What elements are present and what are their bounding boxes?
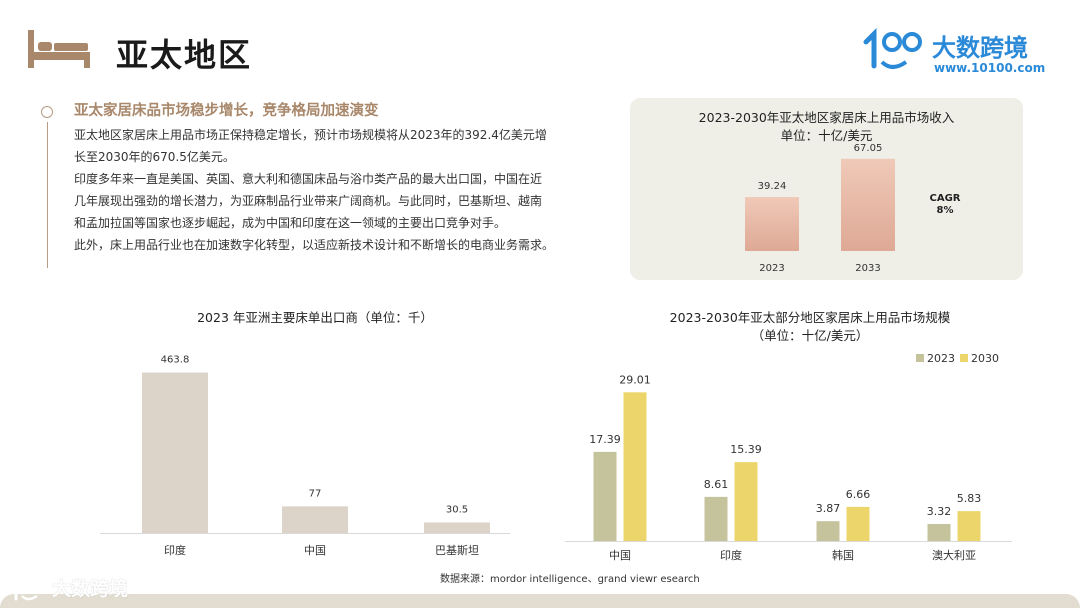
exporters-chart: 463.8 印度 77 中国 30.5 巴基斯坦 [100,355,510,557]
revenue-chart-title: 2023-2030年亚太地区家居床上用品市场收入 单位：十亿/美元 [630,109,1023,145]
exporter-bar [282,506,348,533]
revenue-chart-title-line-1: 2023-2030年亚太地区家居床上用品市场收入 [698,110,955,125]
market-size-bar [734,462,758,541]
paragraph-1-line-2: 长至2030年的670.5亿美元。 [74,150,235,164]
market-size-bar [846,506,870,541]
market-size-value-label: 8.61 [704,478,729,491]
logo-icon [862,27,930,76]
exporter-bar [142,372,208,533]
logo-url: www.10100.com [934,61,1046,75]
legend-label: 2030 [971,352,999,365]
bullet-circle [41,106,53,118]
market-size-value-label: 29.01 [619,373,651,386]
exporters-chart-title: 2023 年亚洲主要床单出口商（单位：千） [197,310,433,325]
section-heading: 亚太家居床品市场稳步增长，竞争格局加速演变 [74,103,379,119]
revenue-chart-title-line-2: 单位：十亿/美元 [780,128,873,143]
market-size-value-label: 5.83 [957,492,982,505]
market-size-chart-title-line-1: 2023-2030年亚太部分地区家居床上用品市场规模 [669,310,951,325]
market-size-chart-title: 2023-2030年亚太部分地区家居床上用品市场规模 （单位：十亿/美元） [570,309,1050,345]
paragraph-1: 亚太地区家居床上用品市场正保持稳定增长，预计市场规模将从2023年的392.4亿… [74,124,629,256]
exporter-value-label: 30.5 [446,504,468,515]
legend-swatch [916,354,924,362]
market-size-value-label: 15.39 [730,443,762,456]
bottom-bar [0,594,1080,608]
exporter-value-label: 463.8 [161,355,190,366]
market-size-value-label: 6.66 [846,488,871,501]
bullet-line [47,122,48,268]
revenue-chart-panel [630,98,1023,280]
paragraph-2-line-1: 印度多年来一直是美国、英国、意大利和德国床品与浴巾类产品的最大出口国，中国在近 [74,172,543,186]
market-size-bar [623,392,647,541]
revenue-value-label: 67.05 [854,143,883,154]
market-size-bar [927,523,951,541]
paragraph-1-line-1: 亚太地区家居床上用品市场正保持稳定增长，预计市场规模将从2023年的392.4亿… [74,128,547,142]
revenue-value-label: 39.24 [758,181,787,192]
exporter-category-label: 中国 [304,544,326,557]
market-size-bar [957,511,981,541]
market-size-category-label: 印度 [720,548,742,562]
market-size-category-label: 中国 [609,549,631,562]
exporter-bar [424,522,490,533]
cagr-value: 8% [937,205,954,216]
cagr-label: CAGR [930,193,961,204]
data-source: 数据来源：mordor intelligence、grand viewr ese… [440,574,700,585]
revenue-bar [745,197,799,251]
logo-text: 大数跨境 [932,34,1028,62]
paragraph-3-line-1: 此外，床上用品行业也在加速数字化转型，以适应新技术设计和不断增长的电商业务需求。 [74,238,555,252]
footer-logo-icon [8,576,52,606]
market-size-category-label: 澳大利亚 [932,548,976,562]
bed-icon [26,28,96,74]
footer-logo-text: 大数跨境 [52,578,129,600]
paragraph-2-line-3: 和孟加拉国等国家也逐步崛起，成为中国和印度在这一领域的主要出口竞争对手。 [74,216,507,230]
market-size-value-label: 3.32 [927,505,952,518]
legend-swatch [960,354,968,362]
exporter-category-label: 巴基斯坦 [435,543,479,557]
market-size-value-label: 3.87 [816,502,841,515]
revenue-category-label: 2033 [855,263,880,274]
page-title: 亚太地区 [116,36,253,74]
market-size-chart: 2023 2030 17.39 29.01 中国 8.61 15.39 印度 3.87 6.66 韩… [565,352,1012,562]
paragraph-2-line-2: 几年展现出强劲的增长潜力，为亚麻制品行业带来广阔商机。与此同时，巴基斯坦、越南 [74,194,543,208]
exporter-category-label: 印度 [164,543,186,557]
revenue-bar [841,158,895,251]
market-size-chart-title-line-2: （单位：十亿/美元） [751,328,869,343]
exporter-value-label: 77 [309,488,322,499]
market-size-bar [593,451,617,541]
market-size-category-label: 韩国 [832,548,854,562]
legend-label: 2023 [927,352,955,365]
market-size-bar [704,496,728,541]
revenue-category-label: 2023 [759,263,784,274]
market-size-bar [816,521,840,541]
market-size-value-label: 17.39 [589,433,621,446]
